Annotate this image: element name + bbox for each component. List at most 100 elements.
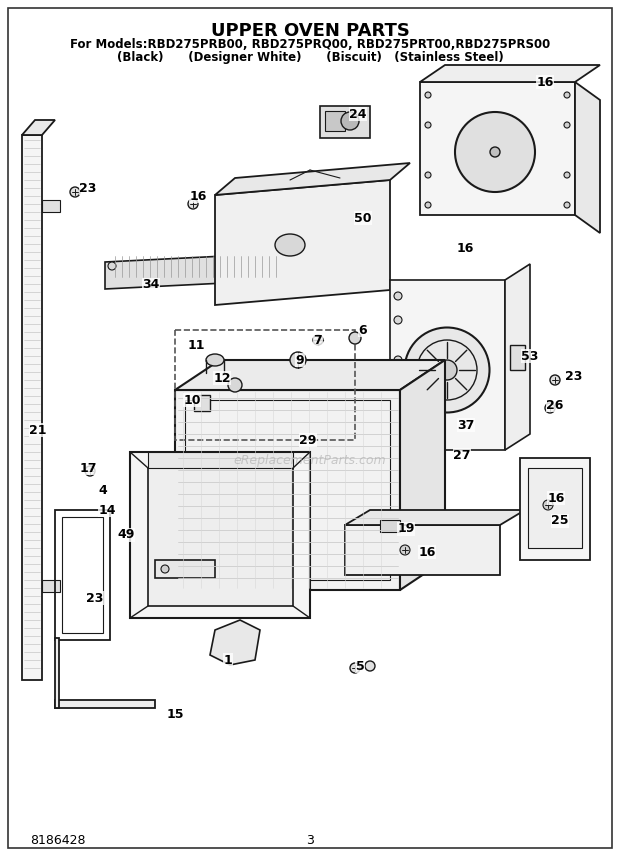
Text: 23: 23: [86, 591, 104, 604]
Polygon shape: [505, 264, 530, 450]
Circle shape: [394, 396, 402, 404]
Bar: [175, 330, 355, 440]
Text: 24: 24: [349, 108, 367, 121]
Polygon shape: [420, 82, 575, 215]
Polygon shape: [22, 120, 55, 135]
Circle shape: [543, 500, 553, 510]
Bar: [325, 111, 345, 131]
Text: 1: 1: [224, 653, 232, 667]
Text: 15: 15: [166, 709, 184, 722]
Circle shape: [365, 661, 375, 671]
Circle shape: [85, 466, 95, 476]
Text: 21: 21: [29, 424, 46, 437]
Circle shape: [564, 122, 570, 128]
Circle shape: [161, 565, 169, 573]
Polygon shape: [345, 525, 500, 575]
Text: 3: 3: [306, 834, 314, 847]
Text: 27: 27: [453, 449, 471, 461]
Bar: [42, 200, 60, 212]
Circle shape: [545, 403, 555, 413]
Bar: [155, 560, 215, 578]
Circle shape: [394, 292, 402, 300]
Circle shape: [394, 356, 402, 364]
Circle shape: [564, 92, 570, 98]
Polygon shape: [420, 65, 600, 82]
Text: 25: 25: [551, 514, 569, 527]
Text: 34: 34: [143, 278, 160, 292]
Text: 16: 16: [189, 189, 206, 203]
Polygon shape: [210, 620, 260, 665]
Text: 4: 4: [99, 484, 107, 496]
Text: 29: 29: [299, 433, 317, 447]
Bar: [42, 580, 60, 592]
Text: 23: 23: [79, 181, 97, 194]
Ellipse shape: [275, 234, 305, 256]
Circle shape: [400, 545, 410, 555]
Polygon shape: [175, 360, 445, 390]
Circle shape: [564, 172, 570, 178]
Text: eReplacementParts.com: eReplacementParts.com: [234, 454, 386, 467]
Circle shape: [275, 254, 283, 262]
Polygon shape: [345, 510, 525, 525]
Circle shape: [550, 375, 560, 385]
Circle shape: [394, 316, 402, 324]
Polygon shape: [22, 135, 42, 680]
Circle shape: [228, 378, 242, 392]
Circle shape: [564, 202, 570, 208]
Bar: [55, 638, 59, 708]
Circle shape: [425, 202, 431, 208]
Bar: [528, 468, 582, 548]
Circle shape: [425, 92, 431, 98]
Circle shape: [425, 122, 431, 128]
Circle shape: [350, 663, 360, 673]
Bar: [185, 400, 390, 580]
Text: 23: 23: [565, 370, 583, 383]
Text: 5: 5: [356, 659, 365, 673]
Bar: [55, 700, 155, 708]
Text: 53: 53: [521, 349, 539, 362]
Bar: [194, 395, 210, 411]
Text: 7: 7: [314, 335, 322, 348]
Text: 16: 16: [456, 241, 474, 254]
Text: 12: 12: [213, 372, 231, 384]
Text: 50: 50: [354, 211, 372, 224]
Polygon shape: [520, 458, 590, 560]
Circle shape: [70, 187, 80, 197]
Polygon shape: [400, 360, 445, 590]
Circle shape: [313, 335, 323, 345]
Text: 16: 16: [418, 545, 436, 558]
Polygon shape: [575, 82, 600, 233]
Bar: [320, 106, 370, 138]
Text: 26: 26: [546, 399, 564, 412]
Circle shape: [290, 352, 306, 368]
Text: 6: 6: [359, 324, 367, 336]
Circle shape: [108, 262, 116, 270]
Text: For Models:RBD275PRB00, RBD275PRQ00, RBD275PRT00,RBD275PRS00: For Models:RBD275PRB00, RBD275PRQ00, RBD…: [70, 38, 550, 51]
Polygon shape: [390, 280, 505, 450]
Bar: [510, 345, 525, 370]
Circle shape: [341, 112, 359, 130]
Text: 37: 37: [458, 419, 475, 431]
Ellipse shape: [404, 328, 490, 413]
Text: 16: 16: [547, 491, 565, 504]
Polygon shape: [130, 452, 310, 618]
Text: 17: 17: [79, 461, 97, 474]
Bar: [380, 520, 400, 532]
Polygon shape: [215, 163, 410, 195]
Polygon shape: [105, 253, 285, 289]
Bar: [148, 452, 293, 468]
Text: 8186428: 8186428: [30, 834, 86, 847]
Text: 16: 16: [536, 75, 554, 88]
Ellipse shape: [437, 360, 457, 380]
Ellipse shape: [455, 112, 535, 192]
Ellipse shape: [490, 147, 500, 157]
Circle shape: [425, 172, 431, 178]
Text: (Black)      (Designer White)      (Biscuit)   (Stainless Steel): (Black) (Designer White) (Biscuit) (Stai…: [117, 51, 503, 64]
Text: 49: 49: [117, 528, 135, 542]
Circle shape: [188, 199, 198, 209]
Text: 11: 11: [187, 338, 205, 352]
Text: 9: 9: [296, 354, 304, 366]
Circle shape: [394, 426, 402, 434]
Text: 10: 10: [184, 394, 201, 407]
Text: 19: 19: [397, 522, 415, 536]
